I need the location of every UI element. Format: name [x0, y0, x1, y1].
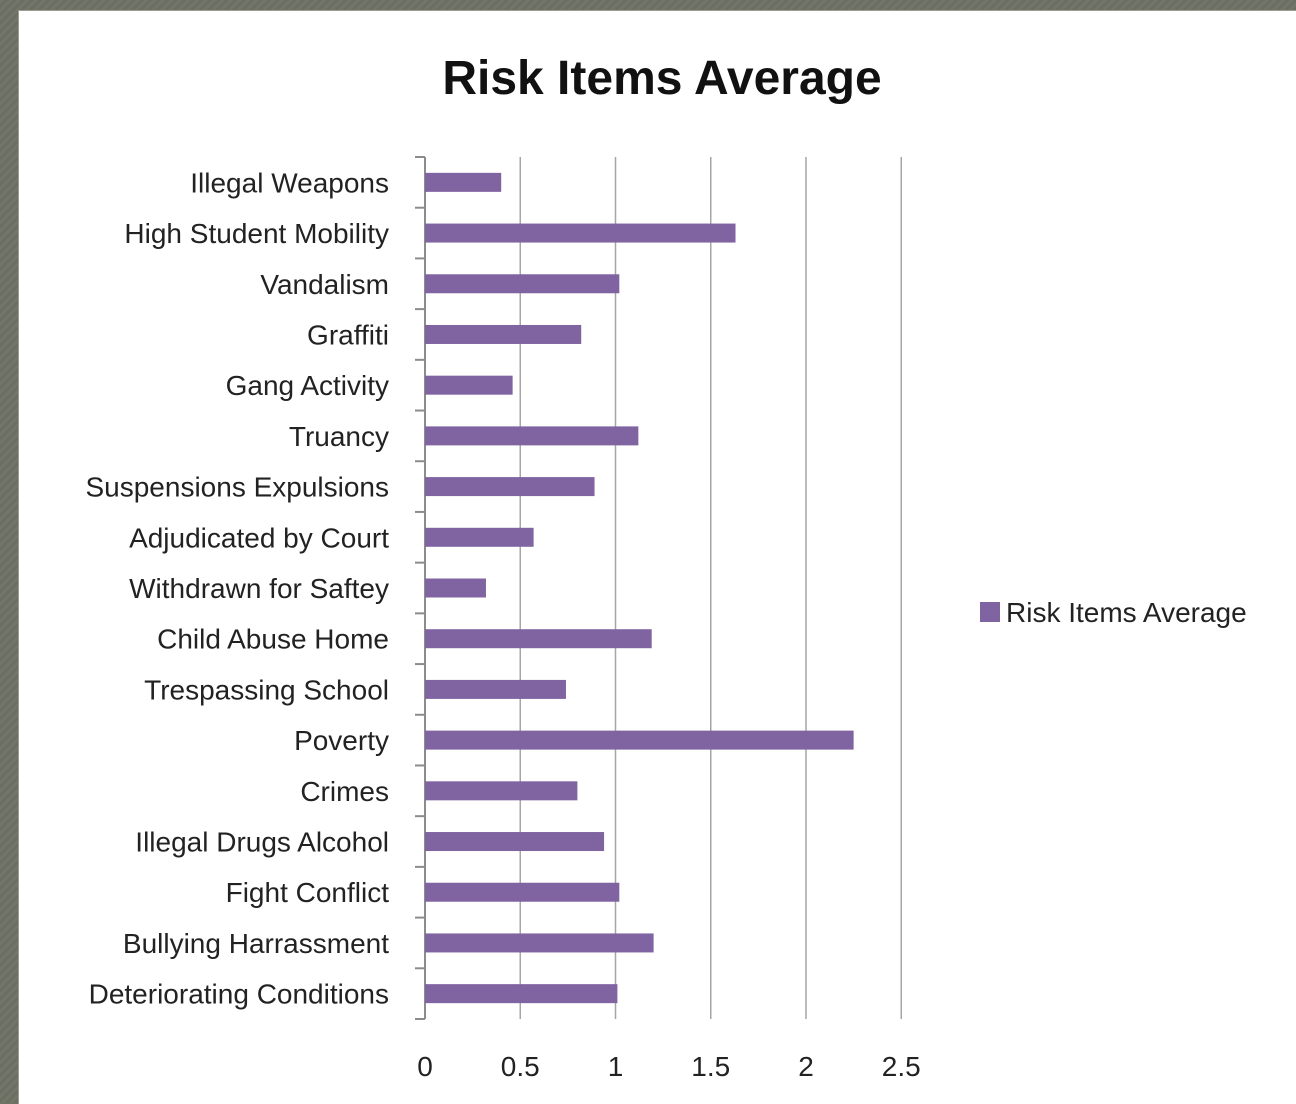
- category-label: Illegal Weapons: [190, 167, 389, 198]
- category-label: Graffiti: [307, 319, 389, 350]
- bar: [425, 477, 595, 496]
- bar: [425, 781, 577, 800]
- category-label: Truancy: [289, 421, 389, 452]
- bars: [425, 173, 854, 1003]
- category-label: Gang Activity: [226, 370, 389, 401]
- legend: Risk Items Average: [980, 597, 1247, 628]
- bar: [425, 274, 619, 293]
- x-tick-labels: 0 0.5 1 1.5 2 2.5: [417, 1051, 921, 1082]
- legend-label: Risk Items Average: [1006, 597, 1247, 628]
- category-label: Adjudicated by Court: [129, 522, 389, 553]
- bar: [425, 680, 566, 699]
- category-label: Poverty: [294, 725, 389, 756]
- bar: [425, 325, 581, 344]
- bar: [425, 832, 604, 851]
- bar: [425, 528, 534, 547]
- category-label: Suspensions Expulsions: [85, 472, 389, 503]
- category-labels: Illegal Weapons High Student Mobility Vand…: [85, 167, 389, 1009]
- bar: [425, 883, 619, 902]
- bar: [425, 426, 638, 445]
- legend-swatch: [980, 602, 1000, 622]
- category-label: High Student Mobility: [124, 218, 389, 249]
- axes: [415, 157, 425, 1019]
- bar: [425, 579, 486, 598]
- category-label: Withdrawn for Saftey: [129, 573, 389, 604]
- category-label: Crimes: [300, 776, 389, 807]
- bar: [425, 984, 617, 1003]
- bar: [425, 933, 654, 952]
- category-label: Illegal Drugs Alcohol: [135, 827, 389, 858]
- x-tick-label: 1.5: [691, 1051, 730, 1082]
- category-label: Deteriorating Conditions: [89, 979, 389, 1010]
- x-tick-label: 0: [417, 1051, 433, 1082]
- category-label: Vandalism: [260, 269, 389, 300]
- x-tick-label: 2.5: [882, 1051, 921, 1082]
- chart-title: Risk Items Average: [442, 52, 881, 105]
- bar: [425, 224, 736, 243]
- category-label: Trespassing School: [144, 674, 389, 705]
- bar: [425, 731, 854, 750]
- bar: [425, 173, 501, 192]
- bar: [425, 376, 513, 395]
- category-label: Child Abuse Home: [157, 624, 389, 655]
- category-label: Fight Conflict: [226, 877, 390, 908]
- category-label: Bullying Harrassment: [123, 928, 389, 959]
- x-tick-label: 1: [608, 1051, 624, 1082]
- x-tick-label: 0.5: [501, 1051, 540, 1082]
- x-tick-label: 2: [798, 1051, 814, 1082]
- bar: [425, 629, 652, 648]
